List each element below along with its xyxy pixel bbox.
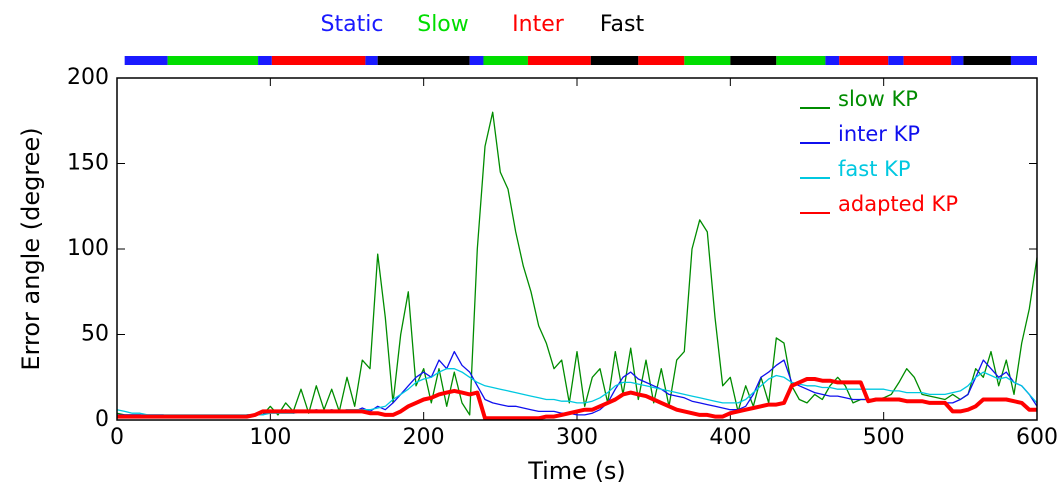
- legend-label: slow KP: [838, 87, 918, 111]
- x-tick-label: 600: [1016, 425, 1058, 450]
- phase-segment: [963, 56, 1011, 65]
- x-tick-label: 500: [863, 425, 905, 450]
- phase-segment: [258, 56, 272, 65]
- phase-segment: [527, 56, 591, 65]
- phase-segment: [730, 56, 777, 65]
- phase-segment: [825, 56, 840, 65]
- y-tick-label: 0: [95, 407, 109, 432]
- phase-segment: [888, 56, 904, 65]
- phase-segment: [377, 56, 470, 65]
- phase-segment: [951, 56, 964, 65]
- phase-segment: [638, 56, 685, 65]
- x-tick-label: 400: [709, 425, 751, 450]
- x-tick-label: 200: [403, 425, 445, 450]
- y-tick-label: 100: [67, 236, 109, 261]
- x-tick-label: 300: [556, 425, 598, 450]
- phase-segment: [903, 56, 952, 65]
- phase-label: Fast: [600, 12, 645, 37]
- y-tick-label: 200: [67, 65, 109, 90]
- y-axis-label: Error angle (degree): [17, 127, 45, 370]
- legend-label: fast KP: [838, 157, 911, 181]
- series-line: [116, 368, 1038, 416]
- phase-segment: [590, 56, 639, 65]
- legend-label: inter KP: [838, 122, 920, 146]
- y-tick-label: 50: [81, 322, 109, 347]
- phase-label: Slow: [417, 12, 469, 37]
- x-tick-label: 0: [110, 425, 124, 450]
- phase-segment: [839, 56, 889, 65]
- phase-segment: [469, 56, 484, 65]
- phase-segment: [271, 56, 366, 65]
- phase-segment: [167, 56, 259, 65]
- series-line: [117, 350, 1038, 418]
- phase-segment: [684, 56, 731, 65]
- x-tick-label: 100: [249, 425, 291, 450]
- x-axis-label: Time (s): [527, 457, 626, 485]
- plot-frame: [116, 77, 1038, 421]
- phase-label: Static: [321, 12, 384, 37]
- y-tick-label: 150: [67, 151, 109, 176]
- phase-segment: [483, 56, 528, 65]
- series-line: [117, 377, 1037, 421]
- phase-segment: [365, 56, 378, 65]
- phase-segment: [124, 56, 168, 65]
- phase-segment: [776, 56, 826, 65]
- phase-label: Inter: [512, 12, 565, 37]
- phase-segment: [1010, 56, 1037, 65]
- legend-label: adapted KP: [838, 192, 958, 216]
